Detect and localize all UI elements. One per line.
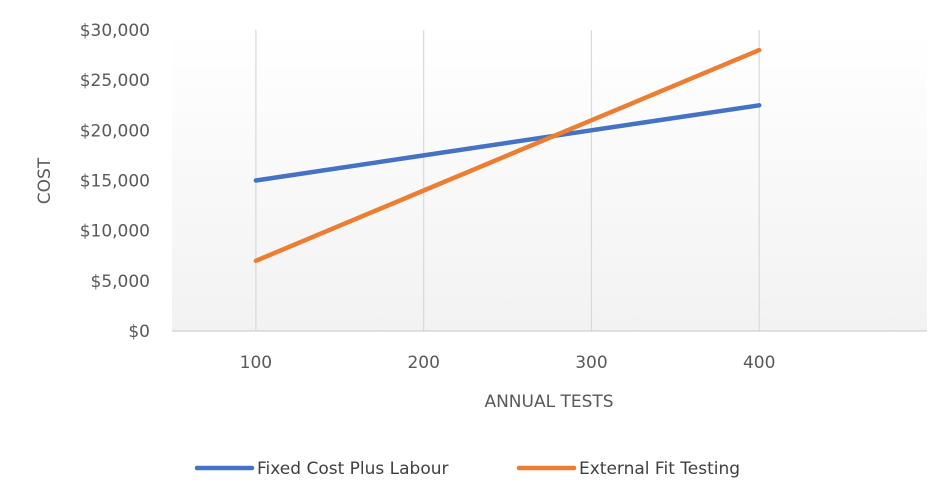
y-tick-label: $10,000 bbox=[80, 222, 150, 242]
x-tick-label: 100 bbox=[240, 353, 272, 373]
y-tick-label: $25,000 bbox=[80, 71, 150, 91]
y-tick-label: $15,000 bbox=[80, 172, 150, 192]
y-tick-label: $0 bbox=[128, 322, 150, 342]
legend-label: External Fit Testing bbox=[579, 459, 740, 479]
series-external-fit-testing bbox=[253, 47, 762, 264]
axes: $0 $5,000 $10,000 $15,000 $20,000 $25,000 $30,… bbox=[80, 21, 927, 373]
legend-item: Fixed Cost Plus Labour bbox=[194, 459, 449, 479]
plot-area bbox=[172, 30, 927, 331]
x-axis-title: ANNUAL TESTS bbox=[484, 392, 613, 412]
x-tick-label: 400 bbox=[743, 353, 775, 373]
y-tick-label: $5,000 bbox=[91, 272, 150, 292]
y-axis-title: COST bbox=[35, 157, 55, 204]
series-fixed-cost-plus-labour bbox=[253, 103, 762, 183]
x-tick-label: 200 bbox=[407, 353, 439, 373]
series-line-fixed-cost-plus-labour bbox=[253, 103, 762, 183]
y-tick-label: $20,000 bbox=[80, 121, 150, 141]
series bbox=[253, 47, 762, 264]
series-line-external-fit-testing bbox=[253, 47, 762, 264]
legend: Fixed Cost Plus Labour External Fit Testi… bbox=[194, 459, 740, 479]
legend-item: External Fit Testing bbox=[516, 459, 740, 479]
legend-label: Fixed Cost Plus Labour bbox=[257, 459, 449, 479]
y-tick-label: $30,000 bbox=[80, 21, 150, 41]
x-tick-label: 300 bbox=[575, 353, 607, 373]
